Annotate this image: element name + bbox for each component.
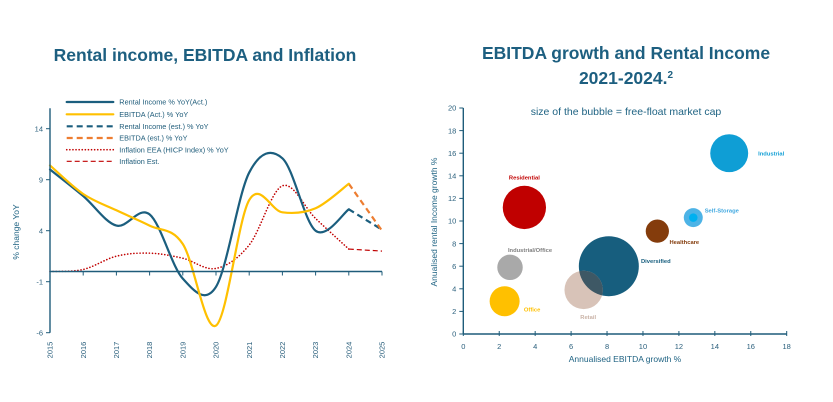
bubble-healthcare — [645, 219, 669, 243]
series-line-rental-income-yoy-act — [48, 151, 350, 297]
line-chart: Rental Income % YoY(Act.) EBITDA (Act.) %… — [11, 98, 387, 359]
y-tick-label: 18 — [448, 126, 456, 135]
x-tick-label: 2015 — [46, 342, 55, 359]
left-chart-title: Rental income, EBITDA and Inflation — [53, 45, 357, 65]
bubble-accent-self-storage — [689, 213, 698, 222]
legend-label: EBITDA (est.) % YoY — [119, 134, 187, 143]
legend-label: Inflation EEA (HICP Index) % YoY — [119, 145, 229, 154]
x-tick-label: 4 — [533, 342, 537, 351]
series-line-ebitda-est-yoy — [347, 183, 383, 232]
series-layer — [48, 151, 383, 327]
legend-item: Inflation Est. — [66, 157, 159, 166]
series-line-inflation-eea-hicp-index-yoy — [49, 184, 350, 273]
y-tick-label: 8 — [452, 239, 456, 248]
y-axis-title: % change YoY — [11, 204, 21, 260]
legend-label: Rental Income (est.) % YoY — [119, 122, 208, 131]
y-tick-label: 0 — [452, 330, 456, 339]
legend-item: Rental Income (est.) % YoY — [66, 122, 209, 131]
legend-label: EBITDA (Act.) % YoY — [119, 110, 188, 119]
bubble-label-diversified: Diversified — [641, 259, 671, 265]
series-line-ebitda-act-yoy — [48, 164, 350, 327]
footnote-marker: 2 — [667, 70, 674, 81]
x-tick-label: 18 — [783, 342, 791, 351]
y-tick-label: 12 — [448, 194, 456, 203]
bubble-label-industrial: Industrial — [758, 152, 784, 158]
x-tick-label: 14 — [711, 342, 719, 351]
x-tick-label: 2025 — [378, 342, 387, 359]
bubble-label-retail: Retail — [580, 315, 596, 321]
right-chart-title-line-2: 2021-2024.2 — [416, 66, 833, 91]
x-tick-label: 2 — [497, 342, 501, 351]
y-tick-label: 2 — [452, 307, 456, 316]
x-tick-label: 12 — [675, 342, 683, 351]
y-tick-label: 4 — [39, 226, 43, 235]
x-tick-label: 2024 — [344, 342, 353, 359]
chart-subtitle: size of the bubble = free-float market c… — [531, 106, 722, 118]
bubble-label-healthcare: Healthcare — [670, 240, 700, 246]
legend-item: Rental Income % YoY(Act.) — [65, 98, 207, 107]
bubble-residential — [502, 185, 547, 230]
x-tick-label: 2017 — [112, 342, 121, 359]
y-tick-label: 14 — [448, 172, 456, 181]
bubble-industrial-office — [497, 254, 523, 281]
bubble-label-self-storage: Self-Storage — [705, 209, 740, 215]
y-tick-label: 16 — [448, 149, 456, 158]
x-tick-label: 8 — [605, 342, 609, 351]
y-tick-label: 20 — [448, 104, 456, 113]
y-axis-title: Anualised rental Income growth % — [429, 157, 439, 286]
y-tick-label: 4 — [452, 285, 456, 294]
x-tick-label: 0 — [461, 342, 465, 351]
y-tick-label: -1 — [36, 277, 43, 286]
x-tick-label: 2021 — [245, 342, 254, 359]
axes: 0 2 4 6 8 10 12 14 16 18 20 0 2 4 6 8 10 12 14 16 18 — [448, 104, 791, 351]
bubble-label-industrial-office: Industrial/Office — [508, 248, 553, 254]
right-chart-title: EBITDA growth and Rental Income 2021-202… — [416, 41, 833, 91]
series-line-inflation-est — [348, 248, 383, 252]
x-tick-label: 16 — [747, 342, 755, 351]
y-tick-label: 9 — [39, 175, 43, 184]
bubbles-layer: Residential Industrial/Office Office Divers… — [489, 134, 785, 321]
right-chart-title-line-1: EBITDA growth and Rental Income — [481, 43, 771, 63]
x-tick-label: 2023 — [311, 342, 320, 359]
legend: Rental Income % YoY(Act.) EBITDA (Act.) %… — [65, 98, 229, 166]
y-tick-label: 6 — [452, 262, 456, 271]
x-tick-label: 2018 — [145, 342, 154, 359]
axes: -6 -1 4 9 14 2015 2016 2017 2018 2019 2020 2021 2022… — [35, 108, 387, 358]
legend-item: EBITDA (Act.) % YoY — [65, 110, 188, 119]
series-line-rental-income-est-yoy — [348, 208, 383, 231]
x-tick-label: 2022 — [278, 342, 287, 359]
x-tick-label: 2020 — [212, 342, 221, 359]
bubble-labels: Residential Industrial/Office Office Divers… — [508, 152, 785, 321]
bubble-label-residential: Residential — [509, 175, 540, 181]
x-tick-label: 2016 — [79, 342, 88, 359]
legend-item: Inflation EEA (HICP Index) % YoY — [65, 145, 229, 154]
legend-item: EBITDA (est.) % YoY — [66, 134, 188, 143]
x-axis-title: Annualised EBITDA growth % — [569, 354, 682, 364]
y-tick-label: 10 — [448, 217, 456, 226]
right-chart-title-years: 2021-2024. — [578, 68, 668, 88]
x-tick-label: 10 — [639, 342, 647, 351]
legend-label: Inflation Est. — [119, 157, 159, 166]
bubble-industrial — [710, 134, 749, 173]
bubble-office — [489, 286, 520, 317]
x-tick-label: 6 — [569, 342, 573, 351]
bubble-label-office: Office — [524, 308, 541, 314]
bubble-chart: size of the bubble = free-float market c… — [429, 104, 791, 364]
y-tick-label: -6 — [36, 328, 43, 337]
y-tick-label: 14 — [35, 124, 43, 133]
x-tick-label: 2019 — [178, 342, 187, 359]
legend-label: Rental Income % YoY(Act.) — [119, 98, 207, 107]
